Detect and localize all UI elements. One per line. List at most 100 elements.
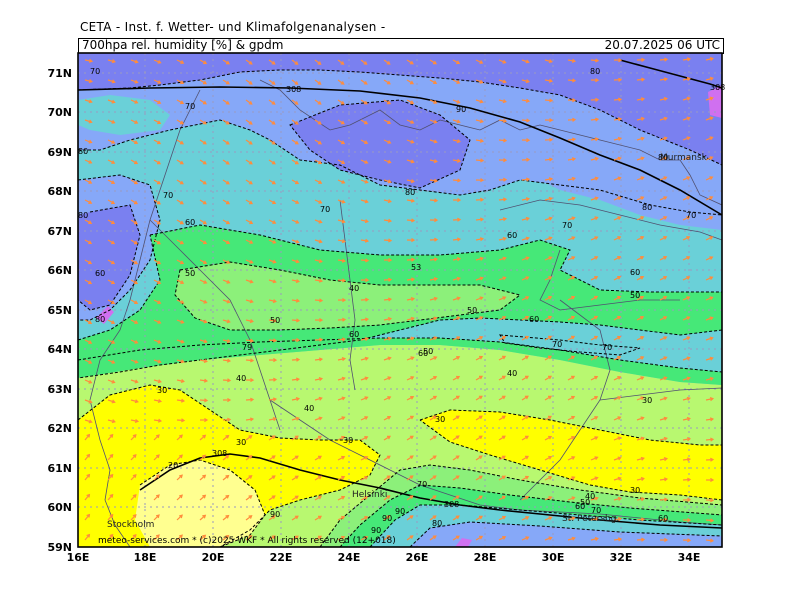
wind-arrow-head — [157, 359, 162, 364]
lat-label: 64N — [47, 343, 72, 356]
wind-arrow-head — [686, 196, 691, 200]
lon-label: 20E — [202, 551, 225, 564]
wind-arrow-head — [155, 514, 160, 519]
contour-label: 70 — [562, 221, 572, 230]
wind-arrow — [475, 336, 483, 341]
wind-arrow-head — [86, 453, 91, 458]
wind-arrow-head — [272, 259, 277, 264]
wind-arrow — [475, 218, 483, 221]
wind-arrow-head — [249, 240, 254, 244]
wind-arrow-head — [88, 419, 93, 424]
wind-arrow-head — [525, 335, 530, 340]
wind-arrow-head — [248, 435, 253, 439]
wind-arrow-head — [594, 176, 599, 181]
wind-arrow-head — [365, 297, 370, 302]
wind-arrow-head — [411, 218, 416, 223]
wind-arrow-head — [572, 117, 577, 122]
wind-arrow-head — [157, 398, 163, 403]
contour-label: 80 — [405, 188, 415, 197]
wind-arrow — [659, 478, 667, 481]
wind-arrow — [705, 539, 713, 542]
wind-arrow-head — [132, 434, 137, 438]
wind-arrow-head — [479, 217, 485, 222]
city-label-murmansk: Murmansk — [660, 153, 708, 163]
wind-arrow-head — [594, 58, 600, 63]
wind-arrow — [199, 299, 207, 304]
wind-arrow-head — [433, 159, 438, 164]
wind-arrow-head — [663, 77, 669, 82]
wind-arrow — [291, 79, 298, 85]
wind-arrow-head — [502, 59, 507, 64]
wind-arrow-head — [319, 337, 324, 342]
wind-arrow — [176, 179, 184, 185]
wind-arrow-head — [295, 377, 301, 382]
wind-arrow-head — [202, 534, 207, 539]
wind-arrow-head — [617, 335, 622, 340]
wind-arrow — [291, 417, 299, 421]
wind-arrow-head — [479, 237, 485, 242]
wind-arrow-head — [663, 236, 668, 240]
contour-label: 90 — [270, 510, 280, 519]
wind-arrow-head — [111, 59, 116, 64]
wind-arrow-head — [571, 415, 576, 420]
wind-arrow — [452, 316, 460, 321]
wind-arrow-head — [548, 256, 553, 261]
wind-arrow-head — [180, 359, 185, 364]
wind-arrow-head — [179, 474, 183, 479]
wind-arrow — [107, 319, 115, 324]
contour-label: 60 — [529, 315, 539, 324]
wind-arrow-head — [617, 136, 622, 141]
wind-arrow-head — [180, 260, 185, 265]
wind-arrow-head — [686, 76, 691, 82]
wind-arrow-head — [342, 297, 347, 303]
wind-arrow-head — [88, 139, 93, 144]
wind-arrow-head — [571, 276, 576, 280]
wind-arrow-head — [132, 494, 137, 498]
wind-arrow-head — [710, 518, 715, 523]
wind-arrow-head — [571, 216, 576, 221]
wind-arrow-head — [455, 495, 460, 500]
wind-arrow-head — [409, 535, 414, 539]
wind-arrow-head — [433, 316, 438, 321]
parameter-label: 700hpa rel. humidity [%] & gpdm — [82, 38, 284, 52]
wind-arrow-head — [640, 396, 645, 401]
wind-arrow — [153, 419, 161, 422]
wind-arrow — [222, 179, 230, 185]
wind-arrow-head — [686, 336, 691, 341]
wind-arrow-head — [295, 416, 300, 421]
wind-arrow-head — [479, 99, 484, 104]
wind-arrow-head — [640, 497, 646, 502]
wind-arrow — [383, 99, 391, 105]
wind-arrow — [360, 318, 368, 321]
wind-arrow-head — [686, 57, 692, 62]
wind-arrow-head — [111, 79, 116, 84]
wind-arrow — [222, 359, 230, 362]
wind-arrow — [176, 239, 184, 245]
wind-arrow — [429, 435, 437, 441]
wind-arrow-head — [203, 299, 208, 304]
wind-arrow-head — [572, 98, 577, 103]
wind-arrow-head — [478, 475, 483, 480]
wind-arrow-head — [479, 276, 484, 281]
wind-arrow — [383, 298, 391, 301]
wind-arrow — [613, 376, 621, 381]
contour-label: 80 — [658, 153, 668, 162]
wind-arrow-head — [594, 436, 599, 440]
wind-arrow-head — [640, 236, 645, 240]
wind-arrow-head — [134, 320, 139, 324]
wind-arrow-head — [387, 218, 393, 223]
wind-arrow-head — [88, 340, 93, 344]
contour-label: 70 — [163, 191, 173, 200]
wind-arrow-head — [410, 198, 416, 203]
wind-arrow-head — [227, 397, 232, 403]
wind-arrow-head — [686, 356, 691, 361]
wind-arrow-head — [709, 57, 714, 62]
wind-arrow-head — [387, 396, 392, 400]
wind-arrow — [705, 438, 714, 441]
wind-arrow-head — [571, 456, 576, 460]
wind-arrow-head — [387, 159, 392, 164]
wind-arrow-head — [617, 97, 623, 102]
wind-arrow-head — [479, 316, 484, 320]
wind-arrow-head — [88, 320, 93, 324]
wind-arrow — [130, 339, 138, 344]
